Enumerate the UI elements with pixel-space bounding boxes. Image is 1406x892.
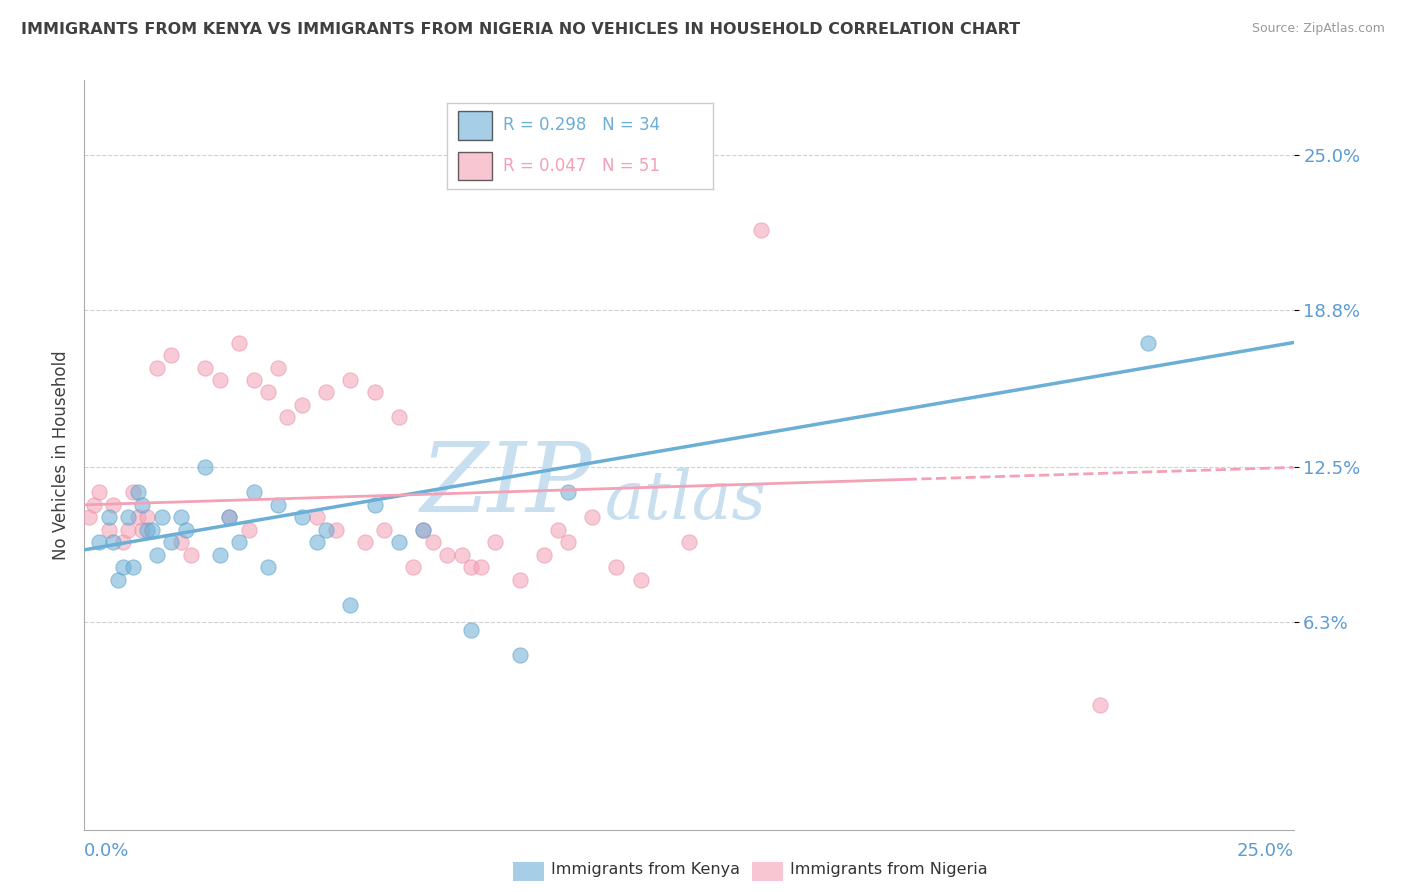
Point (751, 223, 773, 237)
Point (127, 485, 149, 500)
Point (150, 510, 173, 524)
Text: Immigrants from Kenya: Immigrants from Kenya (551, 863, 740, 877)
Point (208, 373, 231, 387)
Text: 25.0%: 25.0% (1236, 842, 1294, 860)
Point (257, 385, 280, 400)
Point (363, 498, 385, 512)
Point (267, 360, 290, 375)
Point (267, 498, 290, 512)
Point (174, 523, 197, 537)
Point (291, 398, 314, 412)
Point (112, 560, 135, 574)
Point (136, 523, 159, 537)
Point (315, 523, 337, 537)
Text: 0.0%: 0.0% (84, 842, 129, 860)
Point (422, 535, 444, 549)
Point (238, 523, 260, 537)
Point (87, 535, 110, 549)
Point (276, 410, 298, 425)
Point (121, 560, 143, 574)
Point (581, 510, 603, 524)
Point (450, 548, 472, 562)
Point (402, 560, 425, 574)
Point (315, 385, 337, 400)
Point (1137, 335, 1160, 350)
Point (194, 460, 217, 475)
Point (325, 523, 347, 537)
Y-axis label: No Vehicles in Household: No Vehicles in Household (52, 350, 70, 560)
Point (533, 548, 555, 562)
Text: atlas: atlas (605, 467, 766, 533)
Point (77, 510, 100, 524)
Point (242, 373, 264, 387)
Point (242, 485, 264, 500)
Point (194, 360, 217, 375)
Point (180, 548, 202, 562)
Point (363, 385, 385, 400)
Point (257, 560, 280, 574)
Point (470, 560, 492, 574)
Point (460, 623, 482, 637)
Point (141, 523, 163, 537)
Point (484, 535, 506, 549)
Point (509, 648, 531, 662)
Text: ZIP: ZIP (420, 438, 592, 532)
Text: Immigrants from Nigeria: Immigrants from Nigeria (790, 863, 988, 877)
Point (97, 523, 120, 537)
Point (509, 573, 531, 587)
Point (373, 523, 395, 537)
Point (460, 560, 482, 574)
Point (208, 548, 231, 562)
Point (121, 485, 143, 500)
Point (1088, 698, 1111, 712)
Point (131, 523, 153, 537)
Point (218, 510, 240, 524)
Point (228, 335, 250, 350)
Point (170, 510, 193, 524)
Point (339, 373, 361, 387)
Point (412, 523, 434, 537)
Point (146, 548, 169, 562)
Point (557, 485, 579, 500)
Point (160, 535, 183, 549)
Point (339, 598, 361, 612)
Point (107, 573, 129, 587)
Text: IMMIGRANTS FROM KENYA VS IMMIGRANTS FROM NIGERIA NO VEHICLES IN HOUSEHOLD CORREL: IMMIGRANTS FROM KENYA VS IMMIGRANTS FROM… (21, 22, 1021, 37)
Point (305, 510, 328, 524)
Point (97, 510, 120, 524)
Point (136, 510, 159, 524)
Point (170, 535, 193, 549)
Point (117, 523, 139, 537)
Point (218, 510, 240, 524)
Point (112, 535, 135, 549)
Point (131, 498, 153, 512)
Point (103, 535, 125, 549)
Point (146, 360, 169, 375)
Point (557, 535, 579, 549)
Point (630, 573, 652, 587)
Point (291, 510, 314, 524)
Text: Source: ZipAtlas.com: Source: ZipAtlas.com (1251, 22, 1385, 36)
Point (117, 510, 139, 524)
Point (83, 498, 105, 512)
Point (160, 348, 183, 362)
Point (412, 523, 434, 537)
Point (605, 560, 627, 574)
Point (228, 535, 250, 549)
Point (388, 535, 411, 549)
Point (305, 535, 328, 549)
Point (87, 485, 110, 500)
Point (436, 548, 458, 562)
Point (678, 535, 700, 549)
Point (127, 510, 149, 524)
Point (354, 535, 377, 549)
Point (547, 523, 569, 537)
Point (388, 410, 411, 425)
Point (103, 498, 125, 512)
